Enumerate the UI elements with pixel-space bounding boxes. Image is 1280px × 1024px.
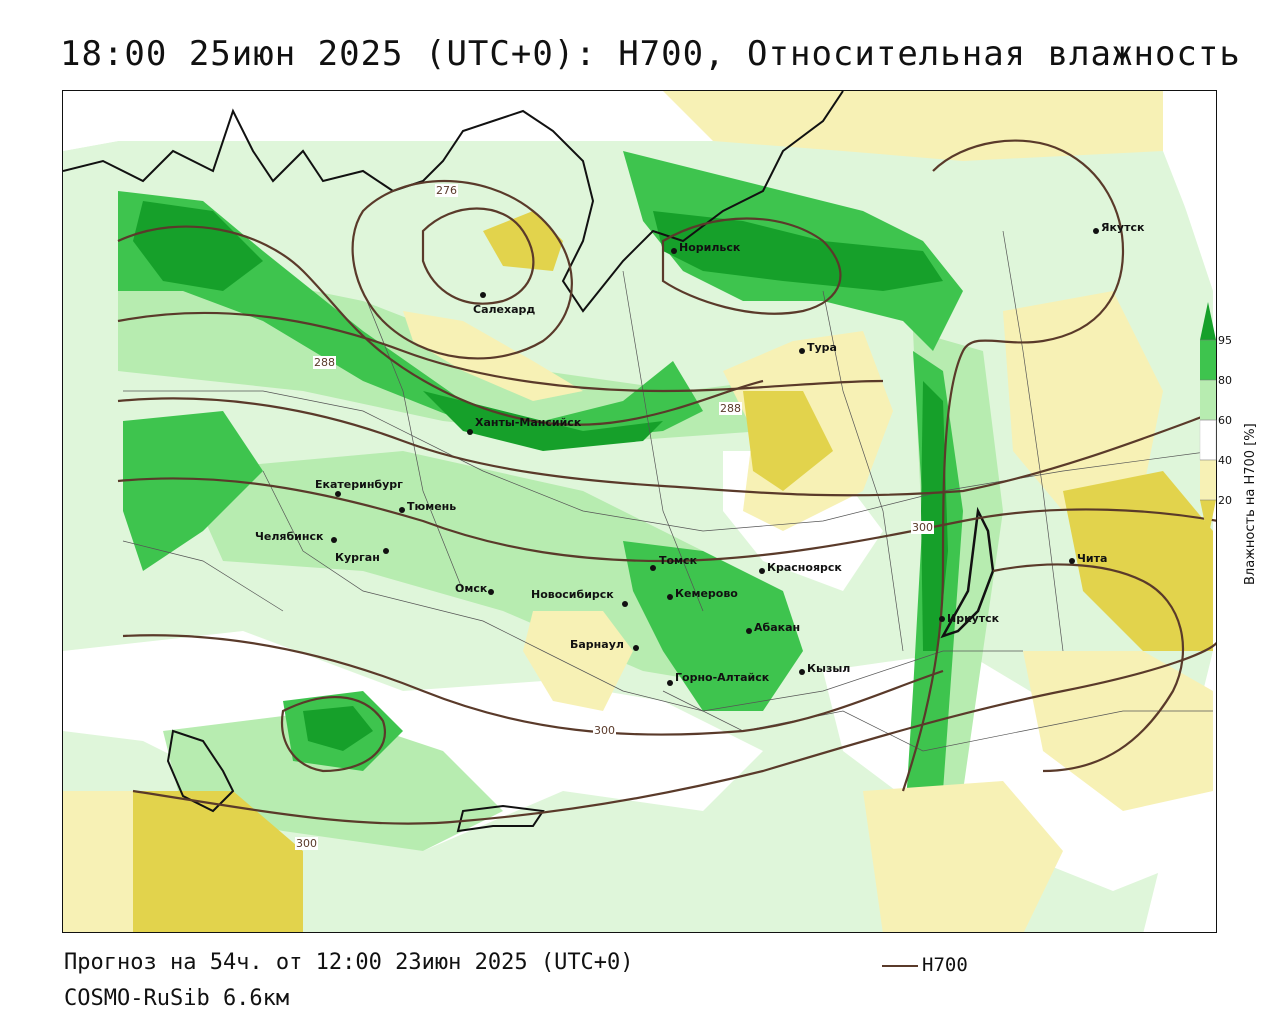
city-marker xyxy=(667,594,673,600)
contour-label: 300 xyxy=(911,521,934,534)
city-marker xyxy=(939,616,945,622)
city-label: Норильск xyxy=(679,241,741,254)
city-label: Омск xyxy=(455,582,488,595)
map-panel: 276 288 288 300 300 300 Якутск Норильск … xyxy=(62,90,1217,933)
legend-colorbar xyxy=(1199,302,1217,538)
city-marker xyxy=(746,628,752,634)
city-label: Красноярск xyxy=(767,561,842,574)
coastline xyxy=(63,91,844,313)
contour-legend: H700 xyxy=(882,954,968,976)
yellow-region xyxy=(1003,291,1163,511)
city-marker xyxy=(399,507,405,513)
yellow-region xyxy=(483,211,563,271)
city-label: Челябинск xyxy=(255,530,324,543)
humidity-legend: 95 80 60 40 20 xyxy=(1198,300,1258,550)
city-marker xyxy=(335,491,341,497)
city-marker xyxy=(650,565,656,571)
city-label: Абакан xyxy=(754,621,801,634)
contour-label: 288 xyxy=(719,402,742,415)
city-label: Иркутск xyxy=(947,612,1000,625)
coastline xyxy=(456,804,545,833)
green-region xyxy=(623,541,803,711)
city-marker xyxy=(633,645,639,651)
dark-green-core xyxy=(921,381,948,651)
city-label: Томск xyxy=(659,554,698,567)
contour-label: 288 xyxy=(313,356,336,369)
city-label: Горно-Алтайск xyxy=(675,671,770,684)
yellow-region xyxy=(63,791,133,932)
chart-title: 18:00 25июн 2025 (UTC+0): H700, Относите… xyxy=(60,34,1241,74)
city-marker xyxy=(1069,558,1075,564)
dark-green-core xyxy=(423,391,663,451)
legend-tick: 40 xyxy=(1218,454,1232,467)
green-region xyxy=(118,191,703,441)
city-label: Новосибирск xyxy=(531,588,614,601)
dark-green-core xyxy=(133,201,263,291)
legend-title: Влажность на H700 [%] xyxy=(1243,423,1258,585)
city-label: Кемерово xyxy=(675,587,738,600)
yellow-region xyxy=(523,611,633,711)
coastline xyxy=(166,729,235,813)
city-marker xyxy=(467,429,473,435)
city-marker xyxy=(671,248,677,254)
white-patch xyxy=(1163,91,1216,286)
h700-contours xyxy=(117,139,1216,825)
city-label: Ханты-Мансийск xyxy=(475,416,582,429)
yellow-region xyxy=(743,391,833,491)
model-info: COSMO-RuSib 6.6км xyxy=(64,986,290,1011)
city-marker xyxy=(1093,228,1099,234)
yellow-region xyxy=(863,781,1063,932)
city-label: Тюмень xyxy=(407,500,457,513)
yellow-region xyxy=(1023,651,1213,811)
city-marker xyxy=(759,568,765,574)
yellow-region xyxy=(403,311,583,401)
city-marker xyxy=(488,589,494,595)
city-label: Тура xyxy=(807,341,837,354)
city-label: Барнаул xyxy=(570,638,624,651)
legend-tick: 20 xyxy=(1218,494,1232,507)
city-label: Екатеринбург xyxy=(315,478,403,491)
green-region xyxy=(123,411,263,571)
city-marker xyxy=(799,348,805,354)
humidity-field xyxy=(63,91,1216,932)
contour-label: 300 xyxy=(295,837,318,850)
contour-line-sample xyxy=(882,964,918,967)
forecast-info: Прогноз на 54ч. от 12:00 23июн 2025 (UTC… xyxy=(64,950,634,975)
city-marker xyxy=(667,680,673,686)
city-label: Курган xyxy=(335,551,380,564)
contour-legend-label: H700 xyxy=(922,954,968,976)
city-marker xyxy=(622,601,628,607)
city-label: Кызыл xyxy=(807,662,851,675)
yellow-region xyxy=(1063,471,1213,651)
coastline xyxy=(940,506,995,639)
city-marker xyxy=(799,669,805,675)
city-label: Якутск xyxy=(1101,221,1145,234)
legend-tick: 95 xyxy=(1218,334,1232,347)
dark-green-core xyxy=(653,211,943,291)
light-green-region xyxy=(183,451,783,691)
legend-tick: 60 xyxy=(1218,414,1232,427)
city-marker xyxy=(383,548,389,554)
dark-green-core xyxy=(303,706,373,751)
contour-label: 300 xyxy=(593,724,616,737)
city-label: Чита xyxy=(1077,552,1108,565)
legend-tick: 80 xyxy=(1218,374,1232,387)
contour-label: 276 xyxy=(435,184,458,197)
city-marker xyxy=(480,292,486,298)
white-patch xyxy=(63,91,118,151)
yellow-region xyxy=(133,791,303,932)
city-marker xyxy=(331,537,337,543)
city-label: Салехард xyxy=(473,303,536,316)
